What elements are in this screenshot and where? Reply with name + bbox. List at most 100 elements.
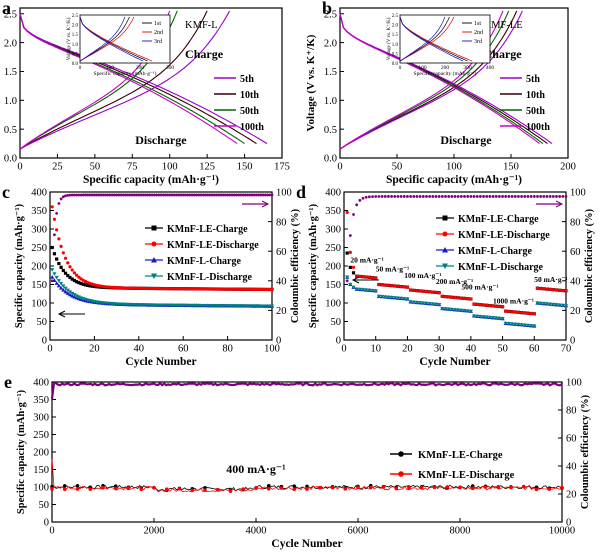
panel-a-frame (19, 7, 283, 159)
y-axis-title: Voltage (V vs. K⁺/K) (305, 34, 317, 131)
data-point (177, 487, 182, 491)
efficiency-point (466, 195, 470, 198)
efficiency-point (488, 195, 492, 198)
inset-discharge-curve (399, 16, 464, 62)
data-point (345, 210, 349, 214)
data-point (305, 487, 309, 491)
data-point (503, 321, 508, 326)
efficiency-point (101, 193, 105, 197)
data-point (181, 287, 185, 291)
efficiency-point (425, 195, 428, 198)
efficiency-point (261, 193, 265, 197)
data-point (55, 228, 59, 232)
data-point (389, 284, 394, 288)
efficiency-point (482, 195, 485, 198)
data-point (134, 286, 139, 290)
efficiency-point (59, 197, 63, 201)
data-point (234, 287, 239, 291)
efficiency-point (248, 193, 252, 197)
data-point (79, 281, 83, 286)
efficiency-point (555, 195, 558, 198)
data-point (433, 302, 439, 307)
legend-marker (442, 263, 448, 269)
data-point (395, 296, 401, 301)
data-point (348, 282, 353, 287)
data-point (50, 245, 54, 250)
inset-x-tick-label: 300 (166, 65, 175, 71)
panel-c-x-tick-label: 100 (264, 344, 280, 355)
data-point (250, 287, 254, 291)
data-point (143, 286, 148, 290)
panel-a-x-tick-label: 50 (90, 162, 101, 173)
data-point (254, 287, 259, 291)
data-point (317, 485, 322, 490)
data-point (157, 286, 161, 291)
efficiency-point (223, 193, 227, 197)
data-point (490, 316, 496, 320)
inset-x-title: Specific capacity (mAh·g⁻¹) (414, 70, 477, 77)
efficiency-point (188, 193, 192, 197)
panel-b-x-tick-label: 150 (503, 162, 519, 173)
inset-y-tick-label: 1.0 (72, 43, 79, 48)
data-point (70, 291, 75, 296)
data-point (70, 277, 74, 281)
efficiency-point (355, 203, 359, 207)
data-point (421, 289, 425, 293)
inset-x-tick-label: 0 (399, 65, 402, 71)
efficiency-point (371, 195, 374, 199)
efficiency-point (157, 193, 161, 197)
efficiency-point (485, 195, 489, 198)
data-point (424, 289, 429, 294)
data-point (398, 296, 404, 301)
panel-d-y2-tick-label: 80 (570, 217, 581, 228)
data-point (90, 284, 94, 288)
efficiency-point (53, 233, 56, 237)
panel-b-y-tick-label: 2.5 (324, 9, 337, 20)
data-point (523, 311, 527, 315)
panel-c-y-tick-label: 250 (31, 243, 47, 254)
sample-label: KMF-LE (484, 20, 523, 31)
efficiency-line (50, 381, 563, 399)
efficiency-point (444, 195, 447, 198)
discharge-curve (339, 13, 540, 145)
panel-a-x-tick-label: 25 (52, 162, 63, 173)
legend-label: KMnF-LE-Charge (418, 450, 503, 461)
panel-a-y-tick-label: 1.5 (4, 67, 17, 78)
panel-b-x-tick-label: 0 (337, 162, 342, 173)
efficiency-point (358, 198, 362, 202)
x-axis-title: Cycle Number (271, 538, 342, 550)
data-point (428, 290, 432, 294)
legend-label: 10th (240, 90, 259, 101)
data-point (516, 310, 521, 314)
panel-d-y2-tick-label: 100 (570, 188, 586, 199)
efficiency-point (219, 193, 223, 197)
data-point (190, 488, 195, 493)
data-point (219, 287, 223, 291)
data-point (462, 296, 467, 301)
inset-y-tick-label: 2.0 (72, 24, 79, 29)
panel-d-x-tick-label: 30 (434, 344, 445, 355)
panel-a-y-tick-label: 1.0 (4, 96, 17, 107)
panel-e-y-tick-label: 300 (33, 413, 49, 424)
inset-legend-label: 2nd (474, 30, 483, 36)
efficiency-point (268, 193, 272, 197)
data-point (532, 324, 537, 329)
panel-d-y-tick-label: 200 (325, 262, 341, 273)
data-point (132, 286, 136, 290)
data-point (77, 281, 81, 285)
data-point (427, 302, 432, 306)
panel-c-y-tick-label: 100 (31, 299, 47, 310)
y2-axis-title: Coloumbic efficiency (%) (584, 208, 595, 323)
rate-label: 1000 mA·g⁻¹ (493, 297, 534, 306)
data-point (475, 314, 480, 319)
panel-d-y2-tick-label: 0 (570, 336, 575, 347)
data-point (57, 237, 61, 241)
data-point (212, 287, 216, 291)
inset-x-tick-label: 200 (136, 65, 145, 71)
panel-d-y-tick-label: 300 (325, 225, 341, 236)
rate-label: 200 mA·g⁻¹ (436, 277, 473, 286)
data-point (174, 287, 179, 291)
efficiency-point (539, 195, 543, 198)
data-point (357, 287, 362, 292)
panel-b-y-tick-label: 0.0 (324, 154, 337, 165)
